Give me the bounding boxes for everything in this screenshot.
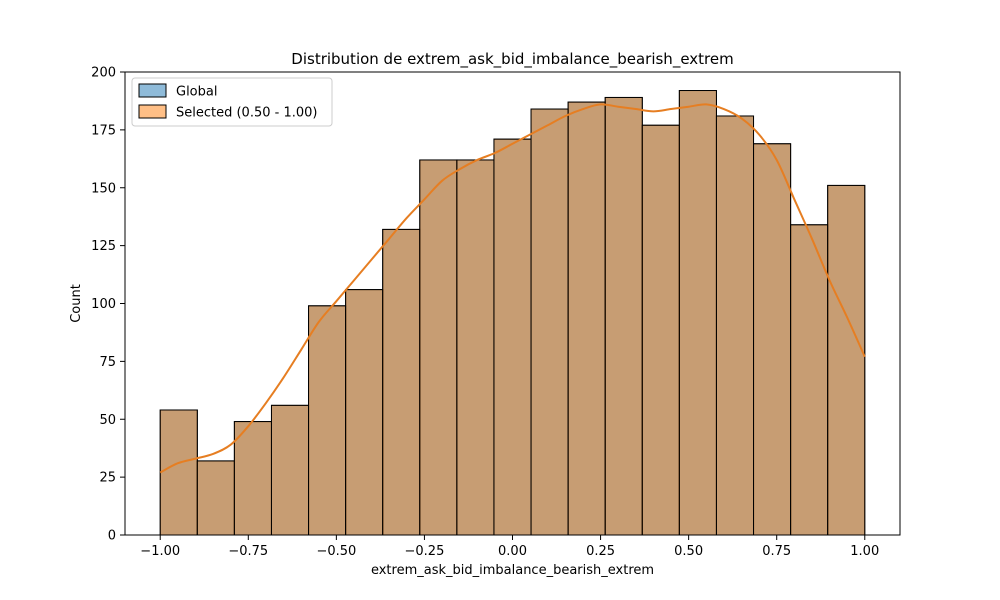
y-tick-label-7: 175	[91, 123, 116, 138]
selected-bar-13	[641, 124, 680, 536]
y-axis-label: Count	[69, 284, 84, 323]
x-tick-label-8: 1.00	[850, 544, 879, 559]
selected-bar-7	[419, 159, 458, 536]
legend: Global Selected (0.50 - 1.00)	[131, 77, 333, 127]
y-axis-ticks: 0 25 50 75 100 125 150 175 200	[91, 66, 125, 544]
x-axis-label: extrem_ask_bid_imbalance_bearish_extrem	[371, 563, 654, 578]
selected-bar-4	[308, 305, 347, 536]
legend-frame	[131, 77, 333, 127]
selected-bar-5	[345, 289, 384, 536]
selected-bar-14	[678, 90, 717, 536]
y-tick-label-0: 0	[108, 529, 116, 544]
x-tick-label-7: 0.75	[762, 544, 791, 559]
x-tick-label-4: 0.00	[498, 544, 527, 559]
selected-bar-18	[827, 184, 866, 536]
selected-bar-3	[270, 404, 310, 536]
selected-bar-17	[790, 224, 829, 536]
selected-bar-16	[753, 143, 792, 536]
y-tick-label-4: 100	[91, 297, 116, 312]
selected-bar-0	[159, 409, 198, 536]
y-tick-label-1: 25	[99, 471, 116, 486]
legend-swatch-global	[138, 83, 167, 98]
x-tick-label-1: −0.75	[228, 544, 268, 559]
kde-curve	[159, 103, 866, 474]
y-tick-label-6: 150	[91, 181, 116, 196]
selected-bar-12	[604, 96, 643, 536]
y-tick-label-8: 200	[91, 66, 116, 81]
x-tick-label-3: −0.25	[405, 544, 445, 559]
y-tick-label-3: 75	[99, 355, 116, 370]
y-tick-label-2: 50	[99, 413, 116, 428]
legend-swatch-selected	[138, 104, 167, 119]
bars-selected	[159, 90, 866, 536]
selected-bar-9	[493, 138, 532, 536]
selected-bar-6	[382, 228, 421, 536]
selected-bar-15	[715, 115, 755, 536]
legend-label-global: Global	[176, 85, 217, 100]
legend-label-selected: Selected (0.50 - 1.00)	[176, 106, 317, 121]
x-axis-ticks: −1.00 −0.75 −0.50 −0.25 0.00 0.25 0.50 0.75 1.00	[140, 535, 879, 559]
chart-title: Distribution de extrem_ask_bid_imbalance…	[291, 50, 733, 69]
x-tick-label-5: 0.25	[586, 544, 615, 559]
selected-bar-1	[196, 460, 235, 536]
x-tick-label-2: −0.50	[316, 544, 356, 559]
y-tick-label-5: 125	[91, 239, 116, 254]
x-tick-label-6: 0.50	[674, 544, 703, 559]
selected-bar-11	[567, 101, 606, 536]
x-tick-label-0: −1.00	[140, 544, 180, 559]
selected-bar-8	[456, 159, 495, 536]
selected-bar-2	[233, 421, 272, 536]
selected-bar-10	[530, 108, 569, 536]
